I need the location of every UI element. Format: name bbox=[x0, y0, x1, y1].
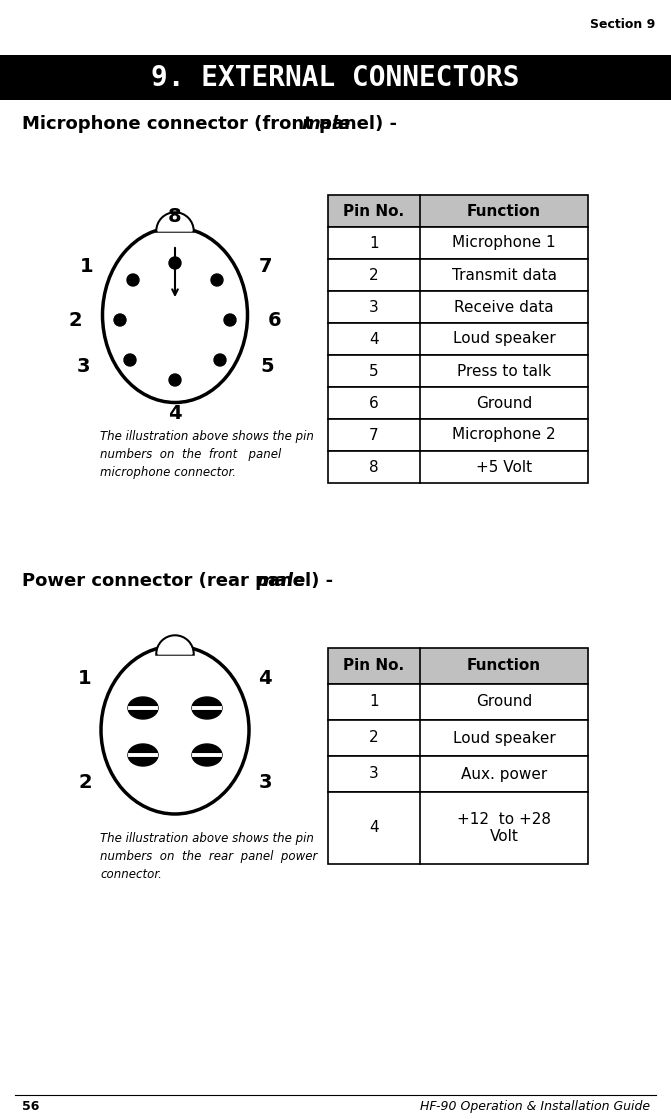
Text: Power connector (rear panel) -: Power connector (rear panel) - bbox=[22, 572, 340, 590]
Bar bbox=[328, 756, 588, 792]
Text: male: male bbox=[301, 115, 351, 133]
Text: Press to talk: Press to talk bbox=[457, 364, 551, 378]
Text: 7: 7 bbox=[369, 427, 379, 442]
Text: 2: 2 bbox=[68, 310, 82, 329]
Circle shape bbox=[114, 314, 126, 326]
Text: 5: 5 bbox=[260, 357, 274, 376]
Wedge shape bbox=[157, 636, 193, 653]
Text: 2: 2 bbox=[369, 267, 379, 282]
Text: 1: 1 bbox=[369, 235, 379, 251]
Text: 8: 8 bbox=[168, 207, 182, 226]
Text: 9. EXTERNAL CONNECTORS: 9. EXTERNAL CONNECTORS bbox=[151, 64, 519, 92]
Text: 6: 6 bbox=[369, 395, 379, 411]
Bar bbox=[328, 792, 588, 864]
Text: 4: 4 bbox=[369, 820, 379, 836]
Bar bbox=[328, 387, 588, 419]
Text: 6: 6 bbox=[268, 310, 282, 329]
Text: 3: 3 bbox=[258, 772, 272, 791]
Text: Function: Function bbox=[467, 204, 541, 218]
Circle shape bbox=[127, 274, 139, 286]
Text: Pin No.: Pin No. bbox=[344, 204, 405, 218]
Wedge shape bbox=[158, 637, 192, 653]
Ellipse shape bbox=[128, 744, 158, 767]
Text: 7: 7 bbox=[258, 257, 272, 276]
Text: 3: 3 bbox=[369, 767, 379, 781]
Text: 4: 4 bbox=[258, 668, 272, 687]
Text: 2: 2 bbox=[369, 731, 379, 745]
Text: The illustration above shows the pin
numbers  on  the  rear  panel  power
connec: The illustration above shows the pin num… bbox=[100, 833, 317, 881]
Text: 1: 1 bbox=[79, 668, 92, 687]
Text: +12  to +28
Volt: +12 to +28 Volt bbox=[457, 811, 551, 844]
Bar bbox=[328, 355, 588, 387]
Text: 5: 5 bbox=[369, 364, 379, 378]
Text: 3: 3 bbox=[76, 357, 90, 376]
Circle shape bbox=[214, 354, 226, 366]
Ellipse shape bbox=[192, 697, 222, 720]
Text: Pin No.: Pin No. bbox=[344, 658, 405, 674]
Text: Loud speaker: Loud speaker bbox=[453, 331, 556, 347]
Bar bbox=[328, 684, 588, 720]
Text: Microphone 1: Microphone 1 bbox=[452, 235, 556, 251]
Text: 4: 4 bbox=[168, 404, 182, 423]
Bar bbox=[328, 291, 588, 323]
Bar bbox=[328, 720, 588, 756]
Text: 2: 2 bbox=[79, 772, 92, 791]
Text: Microphone connector (front panel) -: Microphone connector (front panel) - bbox=[22, 115, 403, 133]
Text: Ground: Ground bbox=[476, 395, 532, 411]
Wedge shape bbox=[157, 213, 193, 231]
Circle shape bbox=[211, 274, 223, 286]
Bar bbox=[328, 323, 588, 355]
Text: Ground: Ground bbox=[476, 695, 532, 709]
Text: Receive data: Receive data bbox=[454, 300, 554, 314]
Text: 8: 8 bbox=[369, 460, 379, 474]
Bar bbox=[328, 227, 588, 258]
Text: 1: 1 bbox=[369, 695, 379, 709]
Text: 3: 3 bbox=[369, 300, 379, 314]
Text: Aux. power: Aux. power bbox=[461, 767, 547, 781]
Text: 56: 56 bbox=[22, 1100, 40, 1113]
Text: Section 9: Section 9 bbox=[590, 18, 655, 31]
Circle shape bbox=[224, 314, 236, 326]
Text: +5 Volt: +5 Volt bbox=[476, 460, 532, 474]
Ellipse shape bbox=[101, 646, 249, 814]
Bar bbox=[328, 419, 588, 451]
Ellipse shape bbox=[128, 697, 158, 720]
Circle shape bbox=[124, 354, 136, 366]
Circle shape bbox=[169, 374, 181, 386]
Text: Function: Function bbox=[467, 658, 541, 674]
Text: male: male bbox=[256, 572, 305, 590]
Text: 1: 1 bbox=[81, 257, 94, 276]
Ellipse shape bbox=[103, 227, 248, 403]
Text: 4: 4 bbox=[369, 331, 379, 347]
Bar bbox=[328, 648, 588, 684]
Text: Microphone 2: Microphone 2 bbox=[452, 427, 556, 442]
Text: The illustration above shows the pin
numbers  on  the  front   panel
microphone : The illustration above shows the pin num… bbox=[100, 430, 314, 479]
Bar bbox=[328, 451, 588, 483]
Wedge shape bbox=[158, 214, 192, 231]
Bar bbox=[0, 55, 671, 100]
Ellipse shape bbox=[192, 744, 222, 767]
Bar bbox=[328, 195, 588, 227]
Circle shape bbox=[169, 257, 181, 269]
Text: Loud speaker: Loud speaker bbox=[453, 731, 556, 745]
Text: Transmit data: Transmit data bbox=[452, 267, 556, 282]
Bar bbox=[328, 258, 588, 291]
Text: HF-90 Operation & Installation Guide: HF-90 Operation & Installation Guide bbox=[420, 1100, 650, 1113]
